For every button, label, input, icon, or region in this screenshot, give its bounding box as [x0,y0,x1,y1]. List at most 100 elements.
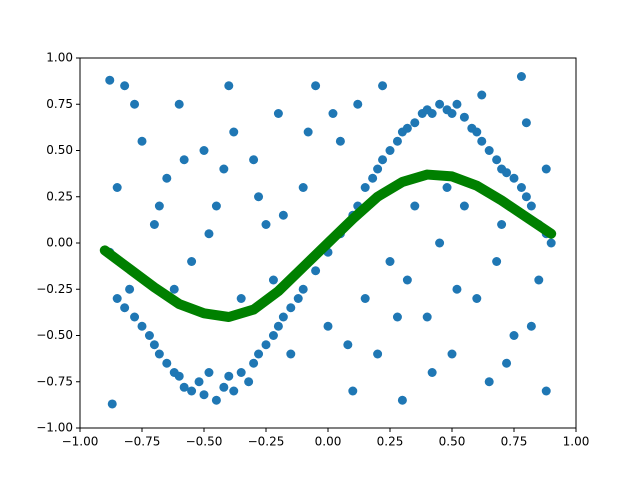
scatter-point [323,321,333,331]
scatter-point [410,201,420,211]
scatter-point [472,127,482,137]
scatter-point [273,109,283,118]
scatter-point [199,146,209,155]
scatter-point [435,238,445,248]
scatter-point [137,321,147,331]
scatter-point [477,90,487,100]
scatter-point [120,81,130,91]
x-tick-label: −0.50 [186,435,223,449]
scatter-point [229,127,239,137]
y-tick-label: 0.25 [46,189,73,203]
scatter-point [144,331,154,340]
scatter-point [526,201,536,211]
scatter-point [546,238,556,248]
scatter-point [410,118,420,128]
scatter-point [278,210,288,220]
scatter-point [293,294,303,303]
scatter-point [447,349,457,359]
scatter-point [154,349,164,359]
scatter-point [311,266,321,276]
scatter-point [130,99,140,109]
scatter-point [427,109,437,118]
scatter-point [199,390,209,400]
x-tick-label: 0.50 [439,435,466,449]
scatter-point [521,118,531,128]
scatter-point [229,386,239,396]
scatter-point [224,81,234,91]
scatter-point [353,99,363,109]
scatter-point [360,183,370,192]
scatter-point [112,294,122,303]
scatter-point [534,275,544,285]
scatter-point [261,220,271,229]
scatter-point [187,257,197,266]
scatter-point [112,183,122,192]
scatter-point [492,155,502,165]
scatter-point [254,192,264,202]
scatter-point [249,155,259,165]
scatter-point [298,183,308,192]
scatter-point [442,183,452,192]
scatter-point [211,201,221,211]
scatter-point [120,303,130,313]
scatter-point [273,321,283,331]
scatter-point [219,382,229,392]
scatter-point [452,284,462,294]
scatter-point [373,349,383,359]
scatter-point [254,349,264,359]
scatter-point [526,321,536,331]
scatter-point [392,312,402,322]
scatter-point [162,173,172,183]
scatter-point [502,168,512,178]
scatter-point [107,399,117,409]
scatter-point [105,75,115,85]
scatter-point [427,368,437,377]
x-tick-label: 0.00 [315,435,342,449]
x-tick-label: −1.00 [62,435,99,449]
scatter-point [162,358,172,368]
scatter-point [484,377,494,387]
scatter-point [149,340,159,350]
scatter-point [392,136,402,146]
scatter-point [194,377,204,387]
x-tick-label: 1.00 [563,435,590,449]
scatter-point [378,155,388,165]
scatter-point [516,72,526,81]
scatter-point [268,331,278,340]
scatter-point [224,371,234,381]
scatter-point [179,382,189,392]
scatter-point [521,192,531,202]
scatter-point [249,358,259,368]
scatter-point [541,386,551,396]
scatter-point [348,386,358,396]
y-tick-label: −0.50 [36,328,73,342]
scatter-point [179,155,189,165]
scatter-point [204,368,214,377]
scatter-point [516,183,526,192]
y-tick-label: 0.00 [46,236,73,250]
x-tick-label: 0.25 [377,435,404,449]
scatter-point [169,284,179,294]
scatter-point [435,99,445,109]
scatter-point [278,312,288,322]
scatter-point [509,331,519,340]
scatter-point [298,284,308,294]
x-tick-label: 0.75 [501,435,528,449]
fitted-line [99,169,557,322]
scatter-point [397,395,407,405]
scatter-point [422,312,432,322]
scatter-point [149,220,159,229]
scatter-point [328,109,338,118]
scatter-point [174,99,184,109]
scatter-point [187,386,197,396]
scatter-point [204,229,214,239]
scatter-point [541,164,551,174]
y-tick-label: 0.75 [46,97,73,111]
scatter-point [509,173,519,183]
scatter-point [125,284,135,294]
scatter-point [452,99,462,109]
scatter-point [236,368,246,377]
x-tick-label: −0.75 [124,435,161,449]
scatter-point [484,146,494,155]
